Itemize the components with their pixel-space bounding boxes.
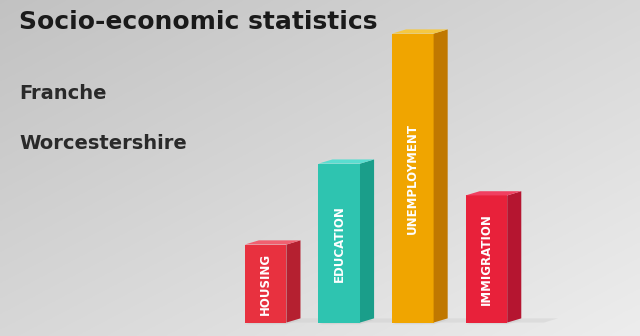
Text: Franche: Franche [19,84,107,103]
Polygon shape [434,30,448,323]
Polygon shape [392,320,448,324]
Text: Socio-economic statistics: Socio-economic statistics [19,10,378,34]
Polygon shape [244,245,287,323]
Polygon shape [466,320,521,324]
Polygon shape [287,240,301,323]
Text: UNEMPLOYMENT: UNEMPLOYMENT [406,123,419,234]
Polygon shape [392,30,448,34]
Polygon shape [319,160,374,164]
Text: IMMIGRATION: IMMIGRATION [480,213,493,305]
Polygon shape [244,240,301,245]
Polygon shape [392,34,434,323]
Polygon shape [243,319,558,323]
Text: EDUCATION: EDUCATION [333,205,346,282]
Text: HOUSING: HOUSING [259,252,272,314]
Polygon shape [466,191,521,196]
Text: Worcestershire: Worcestershire [19,134,187,154]
Polygon shape [319,320,374,324]
Polygon shape [466,196,507,323]
Polygon shape [360,160,374,323]
Polygon shape [244,320,301,324]
Polygon shape [507,191,521,323]
Polygon shape [319,164,360,323]
